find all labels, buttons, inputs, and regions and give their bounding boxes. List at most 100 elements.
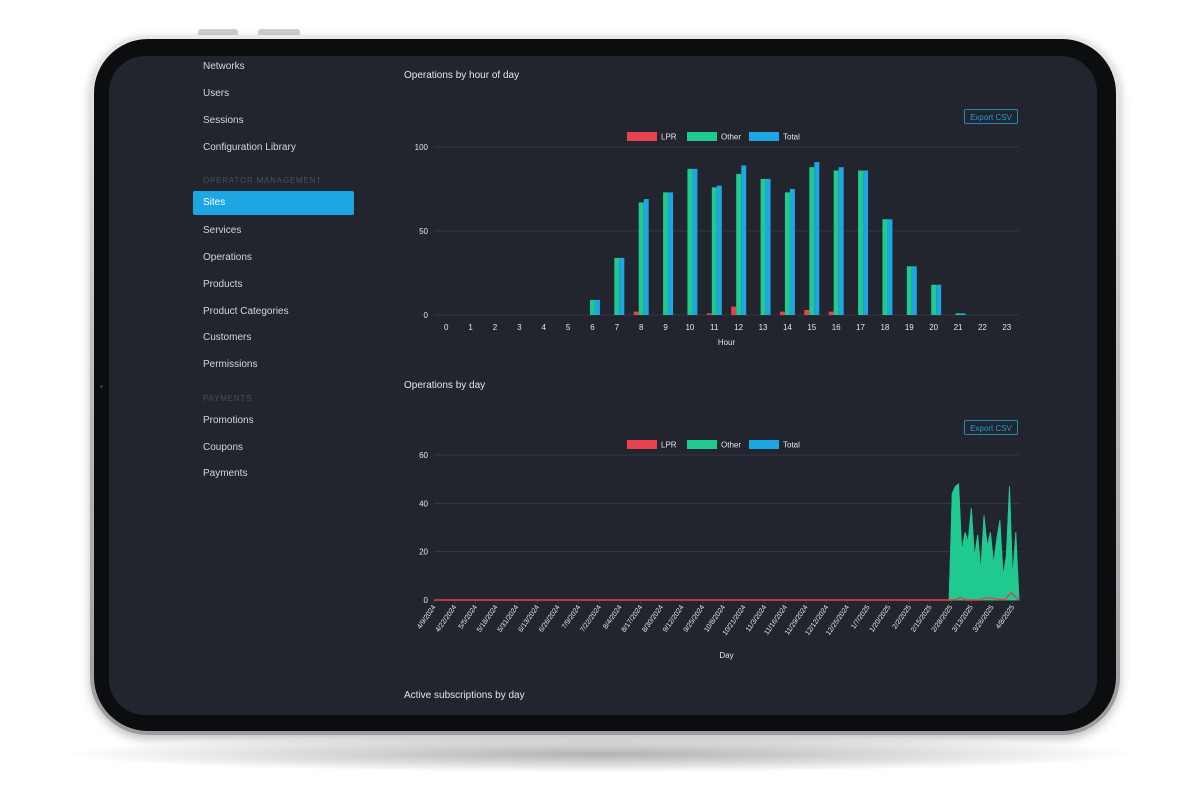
x-tick-label: 4 [541,323,546,332]
x-tick-label: 5 [566,323,571,332]
x-tick-label: 4/22/2024 [435,604,459,634]
legend-label: LPR [661,133,677,142]
bar-total [960,313,966,315]
legend-label: LPR [661,441,677,450]
bar-other [663,192,669,315]
bar-total [789,189,795,315]
x-axis-label: Hour [718,338,736,347]
x-tick-label: 1 [468,323,473,332]
x-tick-label: 8/4/2024 [602,604,623,630]
legend-swatch-lpr [627,440,657,449]
bar-lpr [731,306,737,315]
x-tick-label: 3/26/2025 [972,604,996,634]
subscriptions-chart-title: Active subscriptions by day [404,690,525,701]
app-screen: Networks Users Sessions Configuration Li… [109,56,1097,715]
series-area-total [434,483,1020,601]
sidebar-item-configuration-library[interactable]: Configuration Library [203,142,296,153]
x-tick-label: 7/9/2024 [561,604,582,630]
sidebar-item-sessions[interactable]: Sessions [203,115,244,126]
x-tick-label: 23 [1002,323,1011,332]
bar-other [882,219,888,315]
bar-other [687,168,693,315]
hour-chart-title: Operations by hour of day [404,70,520,81]
bar-other [589,299,595,315]
x-tick-label: 14 [783,323,792,332]
sidebar-item-product-categories[interactable]: Product Categories [203,306,289,317]
bar-other [638,202,644,315]
bar-total [838,167,844,315]
bar-lpr [779,311,785,315]
bar-other [858,170,864,315]
bar-other [809,167,815,315]
x-tick-label: 3 [517,323,522,332]
export-csv-hour-button[interactable]: Export CSV [964,109,1018,124]
x-tick-label: 6 [590,323,595,332]
x-tick-label: 2/2/2025 [892,604,913,630]
sidebar-item-label: Sites [203,197,226,208]
bar-other [906,266,912,315]
x-tick-label: 7/22/2024 [579,604,603,634]
legend-swatch-lpr [627,132,657,141]
bar-lpr [804,309,810,315]
x-tick-label: 0 [444,323,449,332]
sidebar-item-payments[interactable]: Payments [203,468,248,479]
y-tick-label: 60 [419,451,428,460]
sidebar-item-sites[interactable]: Sites [193,191,354,215]
bar-total [594,299,600,315]
sidebar-item-networks[interactable]: Networks [203,61,245,72]
sidebar-item-promotions[interactable]: Promotions [203,415,254,426]
bar-other [784,192,790,315]
bar-other [931,284,937,315]
sidebar-item-operations[interactable]: Operations [203,252,252,263]
x-tick-label: 4/8/2025 [995,604,1016,630]
legend-label: Total [783,441,800,450]
sidebar-item-users[interactable]: Users [203,88,230,99]
bar-total [863,170,869,315]
tablet-device: Networks Users Sessions Configuration Li… [90,35,1120,735]
y-tick-label: 50 [419,227,428,236]
x-tick-label: 20 [929,323,938,332]
legend-label: Other [721,133,741,142]
sidebar-item-coupons[interactable]: Coupons [203,442,244,453]
x-tick-label: 21 [954,323,963,332]
x-tick-label: 19 [905,323,914,332]
series-line-lpr [434,591,1020,601]
bar-total [887,219,893,315]
x-tick-label: 2 [493,323,498,332]
x-tick-label: 22 [978,323,987,332]
sidebar-item-services[interactable]: Services [203,225,242,236]
bar-total [936,284,942,315]
bar-other [833,170,839,315]
x-tick-label: 11 [710,323,719,332]
sidebar-section-payments: PAYMENTS [203,394,253,403]
x-tick-label: 1/20/2025 [869,604,893,634]
legend-swatch-other [687,440,717,449]
sidebar-item-products[interactable]: Products [203,279,243,290]
x-tick-label: 4/9/2024 [416,604,437,630]
x-tick-label: 7 [615,323,620,332]
y-tick-label: 0 [424,311,429,320]
legend-label: Total [783,133,800,142]
bar-total [911,266,917,315]
bar-lpr [633,311,639,315]
x-tick-label: 1/7/2025 [850,604,871,630]
bar-total [741,165,747,315]
export-csv-day-button[interactable]: Export CSV [964,420,1018,435]
legend-swatch-total [749,132,779,141]
tablet-bezel: Networks Users Sessions Configuration Li… [94,39,1116,731]
y-tick-label: 40 [419,499,428,508]
sidebar-item-customers[interactable]: Customers [203,332,252,343]
bar-total [619,257,625,315]
bar-lpr [828,311,834,315]
y-tick-label: 20 [419,548,428,557]
x-tick-label: 8 [639,323,644,332]
x-tick-label: 6/26/2024 [538,604,562,634]
bar-total [643,199,649,315]
x-tick-label: 15 [807,323,816,332]
power-button [258,29,300,35]
x-tick-label: 12 [734,323,743,332]
sidebar-item-permissions[interactable]: Permissions [203,359,258,370]
bar-other [711,187,717,315]
